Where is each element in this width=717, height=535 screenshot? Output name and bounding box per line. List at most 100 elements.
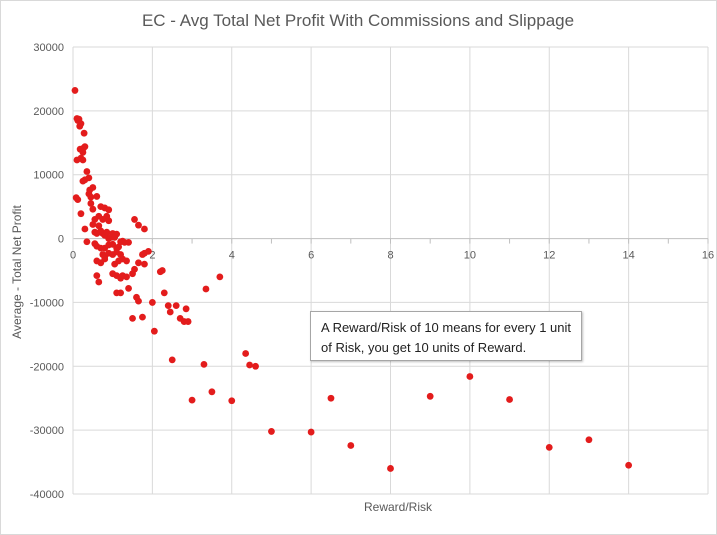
y-tick-label: -10000 — [30, 297, 64, 309]
annotation-line-2: of Risk, you get 10 units of Reward. — [321, 340, 527, 355]
data-point — [172, 302, 180, 310]
x-tick-label: 6 — [308, 250, 314, 262]
data-point — [77, 120, 85, 128]
grid-layer — [72, 46, 709, 495]
data-point — [139, 313, 146, 321]
data-point — [71, 87, 79, 94]
x-tick-labels: 0 2 4 6 8 10 12 14 16 — [70, 250, 714, 262]
data-point — [131, 216, 138, 223]
data-point — [135, 221, 142, 229]
x-tick-label: 12 — [543, 250, 555, 262]
data-point — [327, 394, 335, 402]
data-point — [466, 373, 474, 380]
data-point — [83, 168, 91, 175]
data-point — [81, 225, 89, 233]
data-point — [216, 273, 224, 281]
data-point — [95, 222, 103, 230]
data-point — [111, 233, 119, 241]
data-point — [79, 148, 87, 156]
data-point — [80, 129, 88, 137]
data-point — [150, 327, 158, 335]
data-point — [79, 177, 87, 185]
y-tick-label: 30000 — [33, 42, 64, 54]
chart-title: EC - Avg Total Net Profit With Commissio… — [142, 11, 574, 30]
data-point — [79, 156, 87, 164]
data-point — [200, 360, 208, 368]
data-point — [87, 193, 95, 201]
data-point — [83, 238, 91, 246]
data-point — [166, 308, 174, 316]
data-point — [141, 225, 148, 233]
x-tick-label: 0 — [70, 250, 76, 262]
x-tick-label: 2 — [149, 250, 155, 262]
data-point — [93, 272, 101, 280]
data-point — [145, 247, 152, 255]
data-point — [156, 268, 164, 276]
data-point — [625, 461, 633, 469]
data-point — [77, 210, 85, 218]
data-point — [135, 297, 142, 305]
data-point — [307, 428, 315, 436]
data-point — [160, 289, 168, 297]
x-tick-label: 16 — [702, 250, 714, 262]
data-point — [123, 273, 130, 281]
data-point — [101, 255, 109, 263]
data-point — [74, 196, 82, 204]
y-tick-label: 20000 — [33, 106, 64, 118]
data-point — [182, 305, 190, 313]
data-point — [105, 206, 113, 214]
data-point — [585, 436, 593, 444]
data-point — [99, 216, 107, 223]
y-axis-title: Average - Total Net Profit — [10, 205, 24, 339]
x-tick-label: 10 — [464, 250, 476, 262]
data-point — [135, 259, 142, 267]
x-tick-label: 4 — [229, 250, 235, 262]
data-point — [125, 239, 132, 246]
data-point — [125, 284, 132, 292]
data-point — [93, 193, 101, 200]
data-point — [347, 442, 355, 449]
data-point — [202, 285, 210, 293]
data-point — [246, 361, 254, 369]
y-tick-labels: 30000 20000 10000 0 -10000 -20000 -30000 -40000 — [30, 42, 64, 501]
data-point — [148, 299, 156, 306]
y-tick-label: -20000 — [30, 361, 64, 373]
data-point — [164, 302, 172, 310]
data-point — [105, 217, 113, 225]
x-tick-label: 8 — [387, 250, 393, 262]
data-point — [103, 228, 111, 236]
data-point — [228, 397, 236, 405]
y-tick-label: -30000 — [30, 425, 64, 437]
data-point — [242, 350, 250, 357]
x-axis-title: Reward/Risk — [364, 500, 433, 514]
data-points — [71, 87, 633, 472]
y-tick-label: -40000 — [30, 489, 64, 501]
data-point — [545, 443, 553, 451]
data-point — [129, 314, 136, 322]
data-point — [208, 388, 216, 396]
data-point — [89, 205, 97, 213]
data-point — [86, 186, 94, 194]
data-point — [141, 260, 148, 268]
y-tick-label: 10000 — [33, 170, 64, 182]
data-point — [168, 356, 176, 364]
annotation-box: A Reward/Risk of 10 means for every 1 un… — [310, 311, 582, 361]
data-point — [188, 396, 196, 404]
data-point — [506, 396, 513, 403]
y-tick-label: 0 — [58, 234, 64, 246]
data-point — [252, 362, 259, 370]
data-point — [87, 200, 95, 207]
data-point — [117, 289, 125, 297]
annotation-line-1: A Reward/Risk of 10 means for every 1 un… — [321, 320, 572, 335]
data-point — [89, 221, 97, 228]
data-point — [426, 392, 434, 400]
data-point — [131, 265, 138, 273]
data-point — [123, 257, 130, 265]
data-point — [387, 465, 394, 472]
data-point — [184, 318, 192, 325]
data-point — [115, 243, 123, 251]
x-tick-label: 14 — [623, 250, 635, 262]
data-point — [95, 278, 103, 286]
